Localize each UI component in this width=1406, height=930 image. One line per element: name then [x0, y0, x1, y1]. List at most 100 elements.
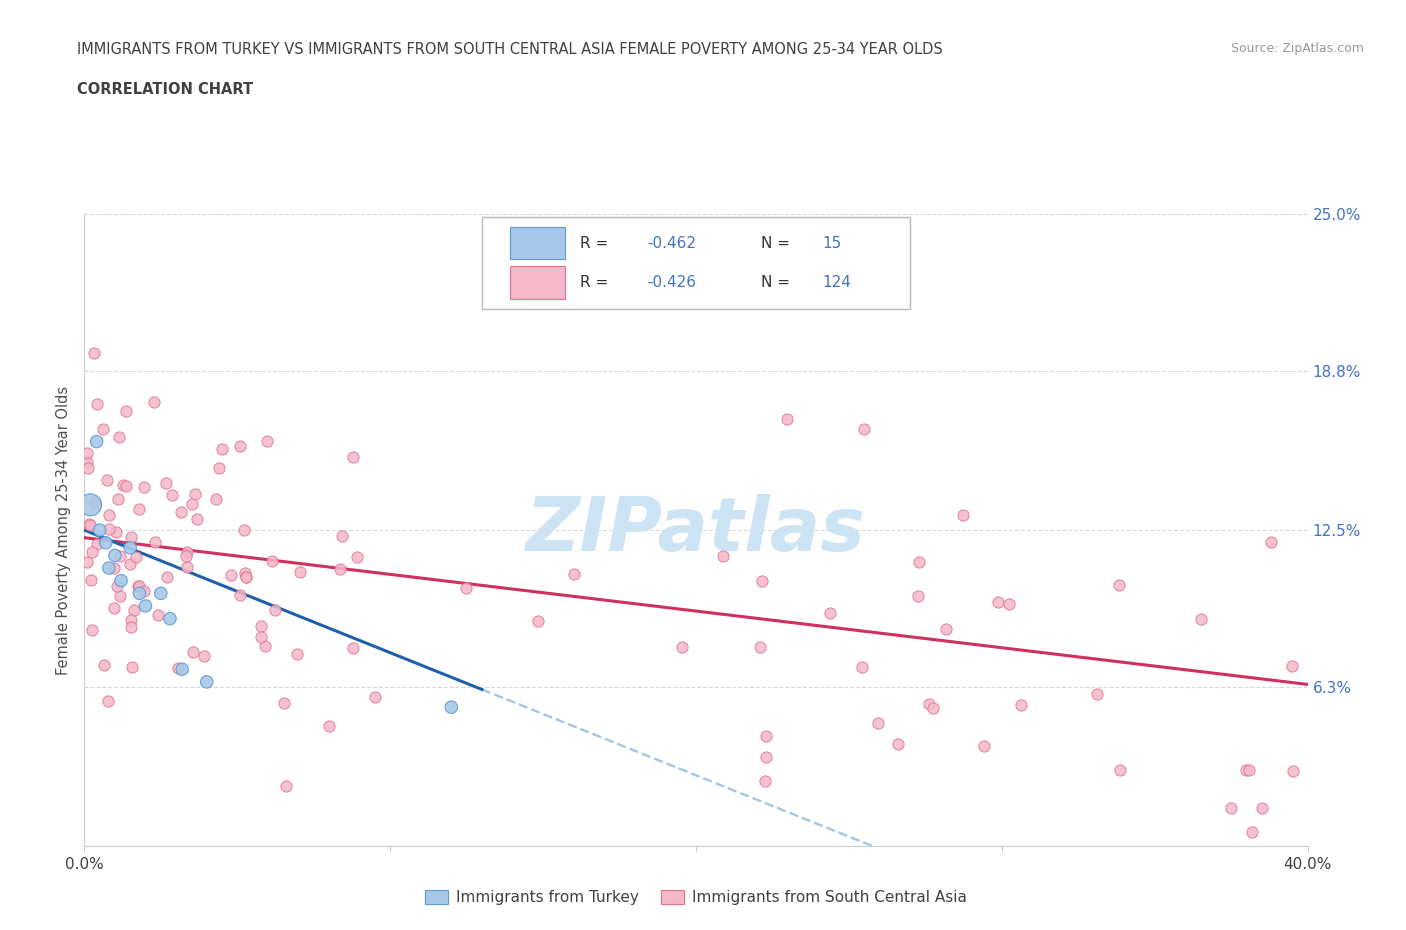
Point	[107, 430, 129, 445]
Point	[749, 639, 772, 654]
Point	[751, 574, 773, 589]
Point	[866, 716, 889, 731]
Text: CORRELATION CHART: CORRELATION CHART	[77, 82, 253, 97]
Point	[1109, 763, 1132, 777]
Point	[82, 545, 104, 560]
Point	[820, 605, 842, 620]
Point	[229, 439, 252, 454]
Point	[76, 460, 98, 475]
Point	[108, 549, 131, 564]
Point	[167, 661, 190, 676]
Point	[233, 523, 256, 538]
Point	[256, 433, 278, 448]
Point	[128, 586, 150, 601]
Point	[156, 570, 179, 585]
Point	[149, 586, 172, 601]
Point	[250, 629, 273, 644]
Text: N =: N =	[761, 275, 794, 290]
Point	[110, 589, 132, 604]
Point	[120, 612, 142, 627]
Point	[713, 548, 735, 563]
Bar	[510, 227, 565, 259]
Text: R =: R =	[579, 236, 613, 251]
Point	[134, 584, 156, 599]
Point	[755, 750, 778, 764]
Text: -0.426: -0.426	[647, 275, 696, 290]
Point	[219, 568, 242, 583]
Point	[671, 640, 693, 655]
Point	[193, 649, 215, 664]
Point	[851, 659, 873, 674]
Point	[342, 641, 364, 656]
Point	[329, 562, 352, 577]
Point	[922, 700, 945, 715]
Point	[578, 295, 600, 310]
Point	[1281, 658, 1303, 673]
Point	[254, 638, 277, 653]
Legend: Immigrants from Turkey, Immigrants from South Central Asia: Immigrants from Turkey, Immigrants from …	[419, 884, 973, 911]
Point	[91, 421, 114, 436]
Point	[83, 346, 105, 361]
Point	[211, 442, 233, 457]
Point	[908, 554, 931, 569]
Point	[135, 599, 157, 614]
Point	[290, 565, 312, 579]
Point	[79, 518, 101, 533]
Point	[440, 699, 463, 714]
Point	[76, 454, 98, 469]
Point	[181, 497, 204, 512]
Point	[233, 565, 256, 580]
Point	[527, 613, 550, 628]
Point	[120, 619, 142, 634]
Point	[228, 588, 250, 603]
Point	[118, 557, 141, 572]
Point	[97, 508, 120, 523]
Point	[776, 411, 799, 426]
Point	[1010, 698, 1032, 712]
Text: Source: ZipAtlas.com: Source: ZipAtlas.com	[1230, 42, 1364, 55]
Point	[342, 449, 364, 464]
Point	[160, 488, 183, 503]
Point	[276, 778, 298, 793]
Point	[754, 774, 776, 789]
FancyBboxPatch shape	[482, 217, 910, 309]
Point	[159, 611, 181, 626]
Point	[86, 434, 108, 449]
Point	[115, 404, 138, 418]
Text: N =: N =	[761, 236, 794, 251]
Point	[142, 395, 165, 410]
Point	[96, 472, 118, 487]
Point	[86, 537, 108, 551]
Point	[184, 486, 207, 501]
Text: ZIPatlas: ZIPatlas	[526, 494, 866, 566]
Point	[94, 536, 117, 551]
Point	[195, 674, 218, 689]
Point	[104, 525, 127, 539]
Point	[318, 719, 340, 734]
Point	[562, 566, 585, 581]
Point	[104, 548, 127, 563]
Text: -0.462: -0.462	[647, 236, 696, 251]
Point	[260, 553, 283, 568]
Point	[285, 646, 308, 661]
Point	[755, 729, 778, 744]
Point	[76, 554, 98, 569]
Point	[935, 621, 957, 636]
Point	[115, 478, 138, 493]
Point	[120, 540, 142, 555]
Text: 15: 15	[823, 236, 841, 251]
Point	[121, 659, 143, 674]
Text: 124: 124	[823, 275, 851, 290]
Point	[170, 505, 193, 520]
Point	[134, 479, 156, 494]
Point	[998, 597, 1021, 612]
Point	[82, 622, 104, 637]
Point	[128, 578, 150, 593]
Point	[1189, 611, 1212, 626]
Point	[103, 601, 125, 616]
Point	[973, 738, 995, 753]
Point	[454, 580, 477, 595]
Point	[127, 578, 149, 593]
Point	[176, 544, 198, 559]
Point	[208, 460, 231, 475]
